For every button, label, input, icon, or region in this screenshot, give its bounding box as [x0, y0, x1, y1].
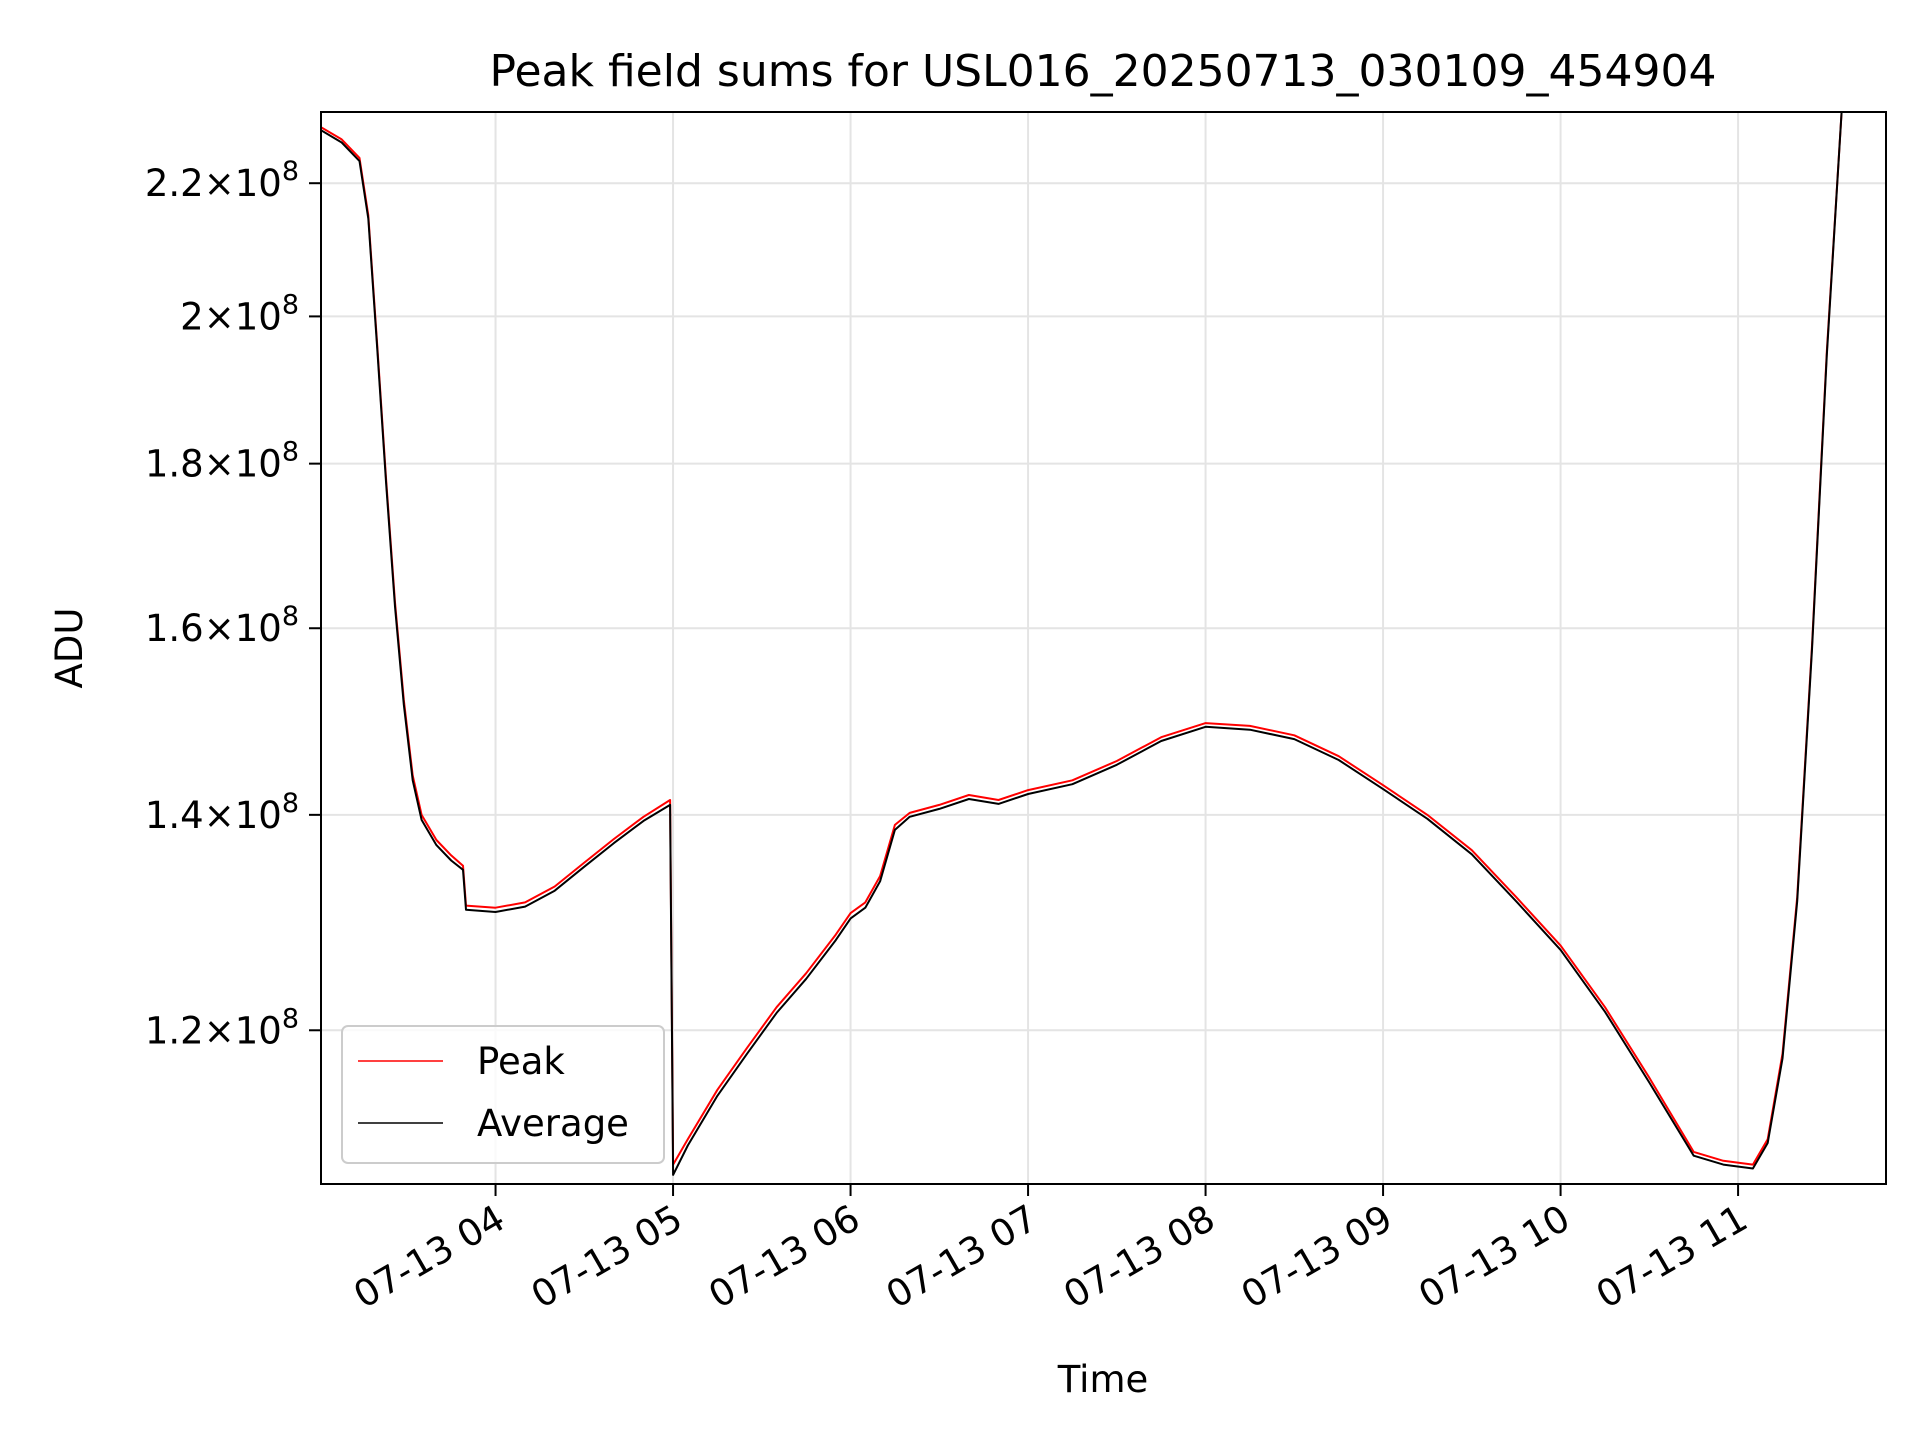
y-tick-mantissa: 1.2 — [145, 1009, 204, 1052]
y-tick-base: 10 — [235, 1009, 282, 1052]
y-tick-times: × — [204, 443, 235, 486]
y-tick-base: 10 — [235, 794, 282, 837]
y-tick-label: 2×108 — [180, 289, 299, 338]
y-tick-label: 2.2×108 — [145, 156, 299, 205]
grid — [321, 112, 1886, 1184]
series-line-average — [321, 112, 1843, 1176]
y-tick-label: 1.4×108 — [145, 788, 299, 837]
y-tick-label: 1.2×108 — [145, 1003, 299, 1052]
series-line-peak — [321, 112, 1843, 1166]
y-tick-base: 10 — [235, 443, 282, 486]
y-tick-exponent: 8 — [282, 1003, 299, 1034]
y-tick-mantissa: 2 — [180, 295, 204, 338]
series-layer — [321, 112, 1843, 1176]
y-tick-exponent: 8 — [282, 437, 299, 468]
y-tick-mantissa: 2.2 — [145, 162, 204, 205]
legend-label-peak: Peak — [477, 1040, 565, 1083]
y-tick-times: × — [204, 295, 235, 338]
plot-frame — [320, 111, 1887, 1185]
y-axis-label: ADU — [48, 608, 91, 689]
chart-title: Peak field sums for USL016_20250713_0301… — [490, 46, 1717, 97]
legend: Peak Average — [341, 1025, 665, 1164]
y-tick-label: 1.6×108 — [145, 601, 299, 650]
x-axis-label: Time — [1057, 1358, 1149, 1401]
y-tick-mantissa: 1.4 — [145, 794, 204, 837]
y-tick-label: 1.8×108 — [145, 437, 299, 486]
y-tick-exponent: 8 — [282, 788, 299, 819]
y-tick-times: × — [204, 1009, 235, 1052]
y-tick-exponent: 8 — [282, 289, 299, 320]
y-tick-exponent: 8 — [282, 601, 299, 632]
y-tick-base: 10 — [235, 295, 282, 338]
y-tick-exponent: 8 — [282, 156, 299, 187]
legend-label-average: Average — [477, 1102, 629, 1145]
y-tick-times: × — [204, 162, 235, 205]
y-tick-mantissa: 1.6 — [145, 607, 204, 650]
y-tick-times: × — [204, 607, 235, 650]
y-tick-times: × — [204, 794, 235, 837]
y-tick-mantissa: 1.8 — [145, 443, 204, 486]
y-tick-base: 10 — [235, 607, 282, 650]
y-tick-base: 10 — [235, 162, 282, 205]
